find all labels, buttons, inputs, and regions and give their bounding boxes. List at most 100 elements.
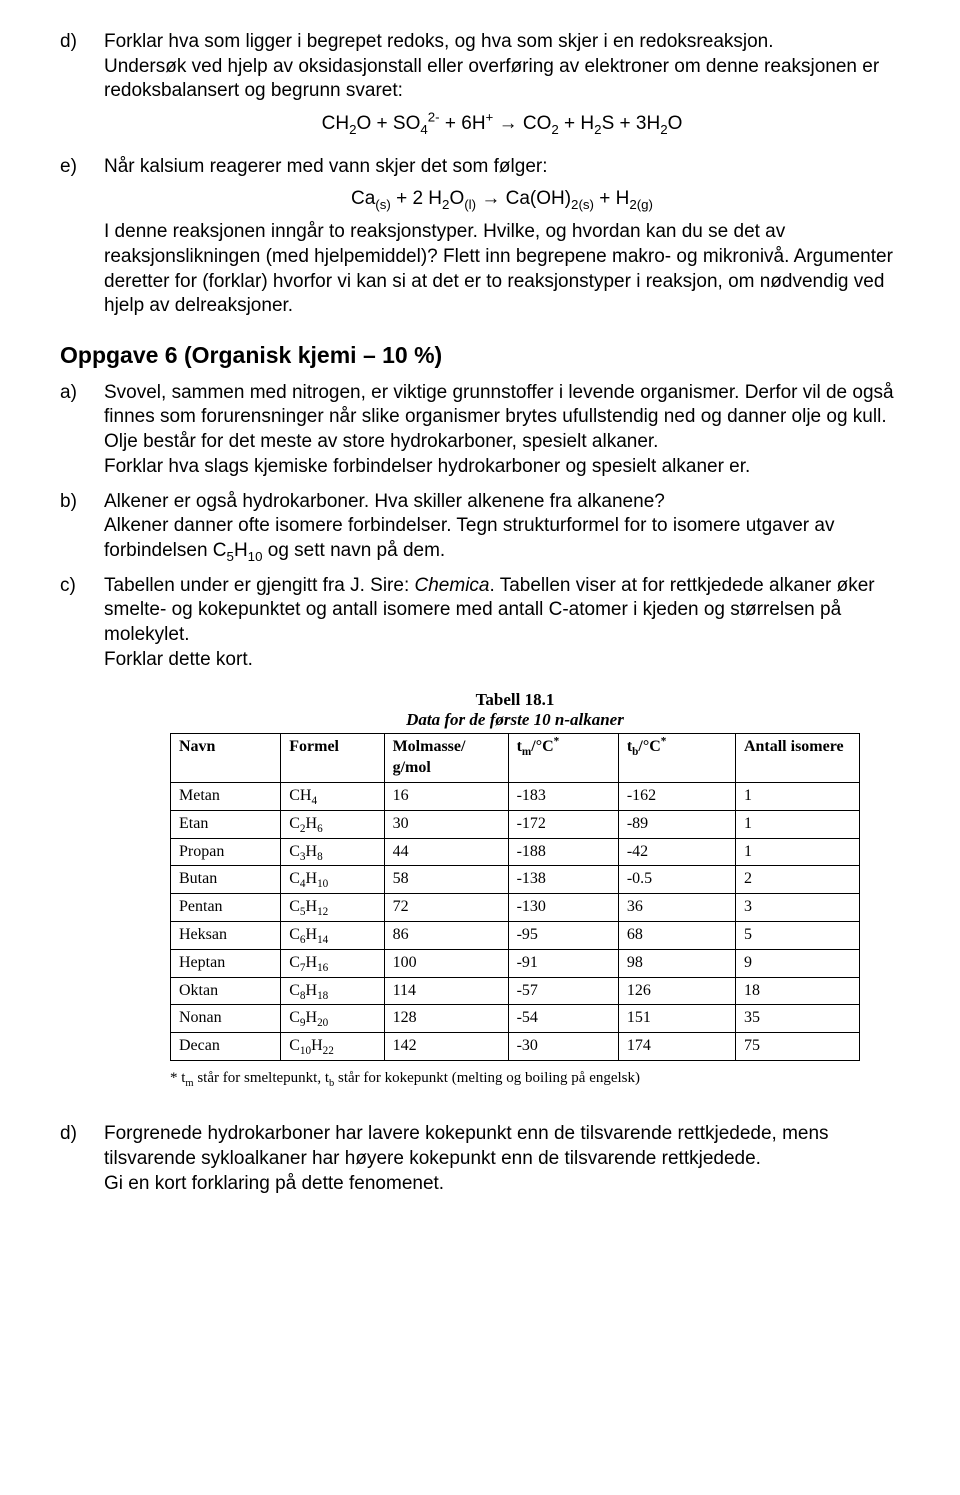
page: d) Forklar hva som ligger i begrepet red… xyxy=(0,0,960,1247)
label-6c: c) xyxy=(60,574,104,673)
cell-navn: Propan xyxy=(171,838,281,866)
body-d: Forklar hva som ligger i begrepet redoks… xyxy=(104,30,900,145)
cell-formel: C8H18 xyxy=(281,977,384,1005)
cell-formel: C7H16 xyxy=(281,949,384,977)
cell-tb: 98 xyxy=(618,949,735,977)
cell-tb: 68 xyxy=(618,922,735,950)
cell-tb: 36 xyxy=(618,894,735,922)
col-formel: Formel xyxy=(281,734,384,783)
cell-tm: -183 xyxy=(508,783,618,811)
cell-tb: 126 xyxy=(618,977,735,1005)
6b-p2b: og sett navn på dem. xyxy=(262,540,445,561)
cell-formel: C9H20 xyxy=(281,1005,384,1033)
fn-b: står for smeltepunkt, t xyxy=(194,1070,329,1086)
cell-tb: -162 xyxy=(618,783,735,811)
cell-navn: Metan xyxy=(171,783,281,811)
cell-tm: -130 xyxy=(508,894,618,922)
cell-formel: CH4 xyxy=(281,783,384,811)
table-header-row: Navn Formel Molmasse/ g/mol tm/°C* tb/°C… xyxy=(171,734,860,783)
question-6c: c) Tabellen under er gjengitt fra J. Sir… xyxy=(60,574,900,673)
cell-tm: -172 xyxy=(508,810,618,838)
cell-mol: 58 xyxy=(384,866,508,894)
cell-mol: 16 xyxy=(384,783,508,811)
col-navn: Navn xyxy=(171,734,281,783)
table-row: ButanC4H1058-138-0.52 xyxy=(171,866,860,894)
equation-2: Ca(s) + 2 H2O(l) → Ca(OH)2(s) + H2(g) xyxy=(104,187,900,212)
cell-mol: 72 xyxy=(384,894,508,922)
table-row: OktanC8H18114-5712618 xyxy=(171,977,860,1005)
body-6b: Alkener er også hydrokarboner. Hva skill… xyxy=(104,490,900,564)
cell-tm: -54 xyxy=(508,1005,618,1033)
table-row: PropanC3H844-188-421 xyxy=(171,838,860,866)
cell-navn: Oktan xyxy=(171,977,281,1005)
cell-iso: 9 xyxy=(735,949,859,977)
cell-iso: 3 xyxy=(735,894,859,922)
cell-tm: -138 xyxy=(508,866,618,894)
cell-mol: 142 xyxy=(384,1033,508,1061)
equation-1: CH2O + SO42- + 6H+ → CO2 + H2S + 3H2O xyxy=(104,112,900,137)
question-d: d) Forklar hva som ligger i begrepet red… xyxy=(60,30,900,145)
alkanes-table: Navn Formel Molmasse/ g/mol tm/°C* tb/°C… xyxy=(170,733,860,1061)
eq1-p0: CH xyxy=(322,113,349,134)
heading-oppgave-6: Oppgave 6 (Organisk kjemi – 10 %) xyxy=(60,341,900,371)
cell-iso: 1 xyxy=(735,783,859,811)
table-row: HeptanC7H16100-91989 xyxy=(171,949,860,977)
eq2-p0: Ca xyxy=(351,188,375,209)
spacer xyxy=(60,1088,900,1122)
fn-c: står for kokepunkt (melting og boiling p… xyxy=(334,1070,640,1086)
label-6a: a) xyxy=(60,381,104,480)
6b-para1: Alkener er også hydrokarboner. Hva skill… xyxy=(104,490,900,515)
cell-formel: C4H10 xyxy=(281,866,384,894)
eq2-p4: + H xyxy=(594,188,629,209)
cell-formel: C3H8 xyxy=(281,838,384,866)
eq1-p4: + H xyxy=(559,113,594,134)
cell-mol: 86 xyxy=(384,922,508,950)
cell-tb: 174 xyxy=(618,1033,735,1061)
question-6a: a) Svovel, sammen med nitrogen, er vikti… xyxy=(60,381,900,480)
body-6a: Svovel, sammen med nitrogen, er viktige … xyxy=(104,381,900,480)
label-6d: d) xyxy=(60,1122,104,1196)
question-6d: d) Forgrenede hydrokarboner har lavere k… xyxy=(60,1122,900,1196)
cell-iso: 1 xyxy=(735,838,859,866)
cell-iso: 35 xyxy=(735,1005,859,1033)
cell-iso: 2 xyxy=(735,866,859,894)
label-e: e) xyxy=(60,155,104,319)
cell-iso: 18 xyxy=(735,977,859,1005)
6a-para1: Svovel, sammen med nitrogen, er viktige … xyxy=(104,381,900,455)
fn-a: * t xyxy=(170,1070,185,1086)
cell-formel: C5H12 xyxy=(281,894,384,922)
table-footnote: * tm står for smeltepunkt, tb står for k… xyxy=(170,1069,860,1089)
table-title-l2: Data for de første 10 n-alkaner xyxy=(406,710,624,729)
d-para2: Undersøk ved hjelp av oksidasjonstall el… xyxy=(104,55,900,104)
eq2-p2: O xyxy=(449,188,464,209)
table-row: PentanC5H1272-130363 xyxy=(171,894,860,922)
cell-mol: 114 xyxy=(384,977,508,1005)
col-tm: tm/°C* xyxy=(508,734,618,783)
cell-formel: C6H14 xyxy=(281,922,384,950)
cell-navn: Etan xyxy=(171,810,281,838)
body-6c: Tabellen under er gjengitt fra J. Sire: … xyxy=(104,574,900,673)
table-row: HeksanC6H1486-95685 xyxy=(171,922,860,950)
cell-tm: -95 xyxy=(508,922,618,950)
col-molmasse: Molmasse/ g/mol xyxy=(384,734,508,783)
eq1-p5: S + 3H xyxy=(602,113,661,134)
label-d: d) xyxy=(60,30,104,145)
table-row: EtanC2H630-172-891 xyxy=(171,810,860,838)
6c-italic: Chemica xyxy=(415,575,490,596)
cell-formel: C10H22 xyxy=(281,1033,384,1061)
table-row: MetanCH416-183-1621 xyxy=(171,783,860,811)
eq1-p1: O + SO xyxy=(356,113,420,134)
cell-tb: -89 xyxy=(618,810,735,838)
cell-formel: C2H6 xyxy=(281,810,384,838)
cell-iso: 5 xyxy=(735,922,859,950)
question-e: e) Når kalsium reagerer med vann skjer d… xyxy=(60,155,900,319)
cell-tb: -42 xyxy=(618,838,735,866)
cell-mol: 100 xyxy=(384,949,508,977)
table-row: DecanC10H22142-3017475 xyxy=(171,1033,860,1061)
e-para2: I denne reaksjonen inngår to reaksjonsty… xyxy=(104,220,900,319)
cell-tm: -188 xyxy=(508,838,618,866)
body-e: Når kalsium reagerer med vann skjer det … xyxy=(104,155,900,319)
eq1-p6: O xyxy=(668,113,683,134)
label-6b: b) xyxy=(60,490,104,564)
cell-mol: 30 xyxy=(384,810,508,838)
